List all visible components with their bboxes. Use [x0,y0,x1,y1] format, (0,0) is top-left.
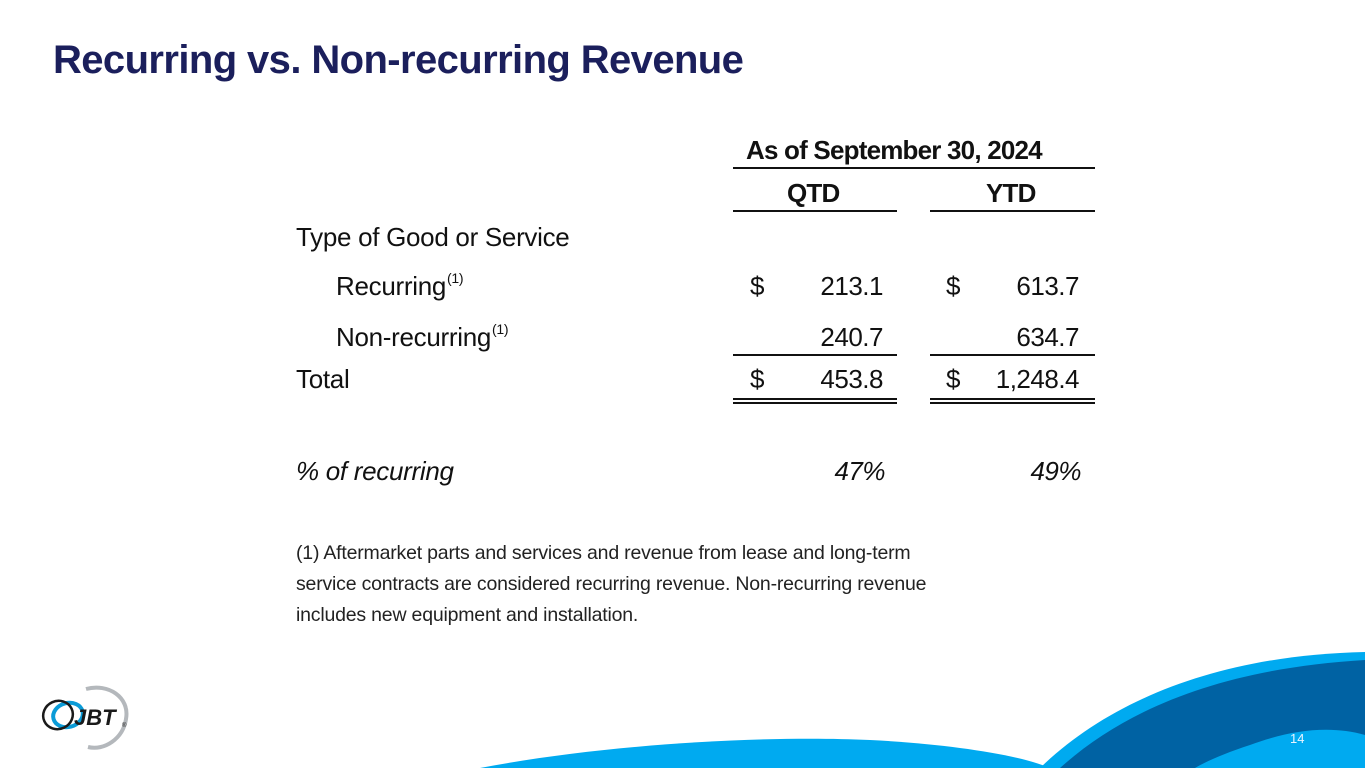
wave-light-left [480,738,1050,768]
total-ytd-currency: $ [946,364,961,394]
subtotal-rule-qtd [733,354,897,356]
footnote: (1) Aftermarket parts and services and r… [296,538,1076,631]
qtd-header-rule [733,210,897,212]
qtd-currency: $ [750,271,765,301]
total-double-rule-qtd [733,398,897,404]
column-header-qtd: QTD [787,178,840,208]
footnote-line: service contracts are considered recurri… [296,573,927,595]
ytd-header-rule [930,210,1095,212]
row-label-text: Non-recurring [336,322,492,352]
row-label-text: Recurring [336,271,447,301]
ytd-value: 613.7 [1016,271,1079,301]
percent-qtd-value: 47% [834,456,885,486]
total-ytd-value: 1,248.4 [995,364,1080,394]
row-label: Non-recurring(1) [336,321,509,352]
qtd-value: 240.7 [820,322,883,352]
logo-text: JBT [74,705,117,730]
total-qtd-value: 453.8 [820,364,883,394]
page-number: 14 [1290,731,1305,746]
logo-mark-icon: JBT ® [41,685,129,750]
footnote-ref: (1) [492,321,509,337]
ytd-value: 634.7 [1016,322,1079,352]
percent-ytd-value: 49% [1030,456,1081,486]
column-header-ytd: YTD [986,178,1036,208]
total-qtd-currency: $ [750,364,765,394]
percent-label: % of recurring [296,456,454,486]
slide-title: Recurring vs. Non-recurring Revenue [53,38,744,82]
footnote-line: (1) Aftermarket parts and services and r… [296,542,911,564]
footnote-line: includes new equipment and installation. [296,604,639,626]
total-label: Total [296,364,350,394]
row-label: Recurring(1) [336,270,464,301]
registered-mark: ® [122,722,127,729]
period-header-rule [733,167,1095,169]
ytd-currency: $ [946,271,961,301]
period-header: As of September 30, 2024 [746,135,1043,165]
qtd-value: 213.1 [820,271,883,301]
subtotal-rule-ytd [930,354,1095,356]
company-logo: JBT ® [38,683,138,753]
total-double-rule-ytd [930,398,1095,404]
wave-dark-arc [1060,660,1365,768]
footnote-ref: (1) [447,270,464,286]
section-label: Type of Good or Service [296,222,570,252]
